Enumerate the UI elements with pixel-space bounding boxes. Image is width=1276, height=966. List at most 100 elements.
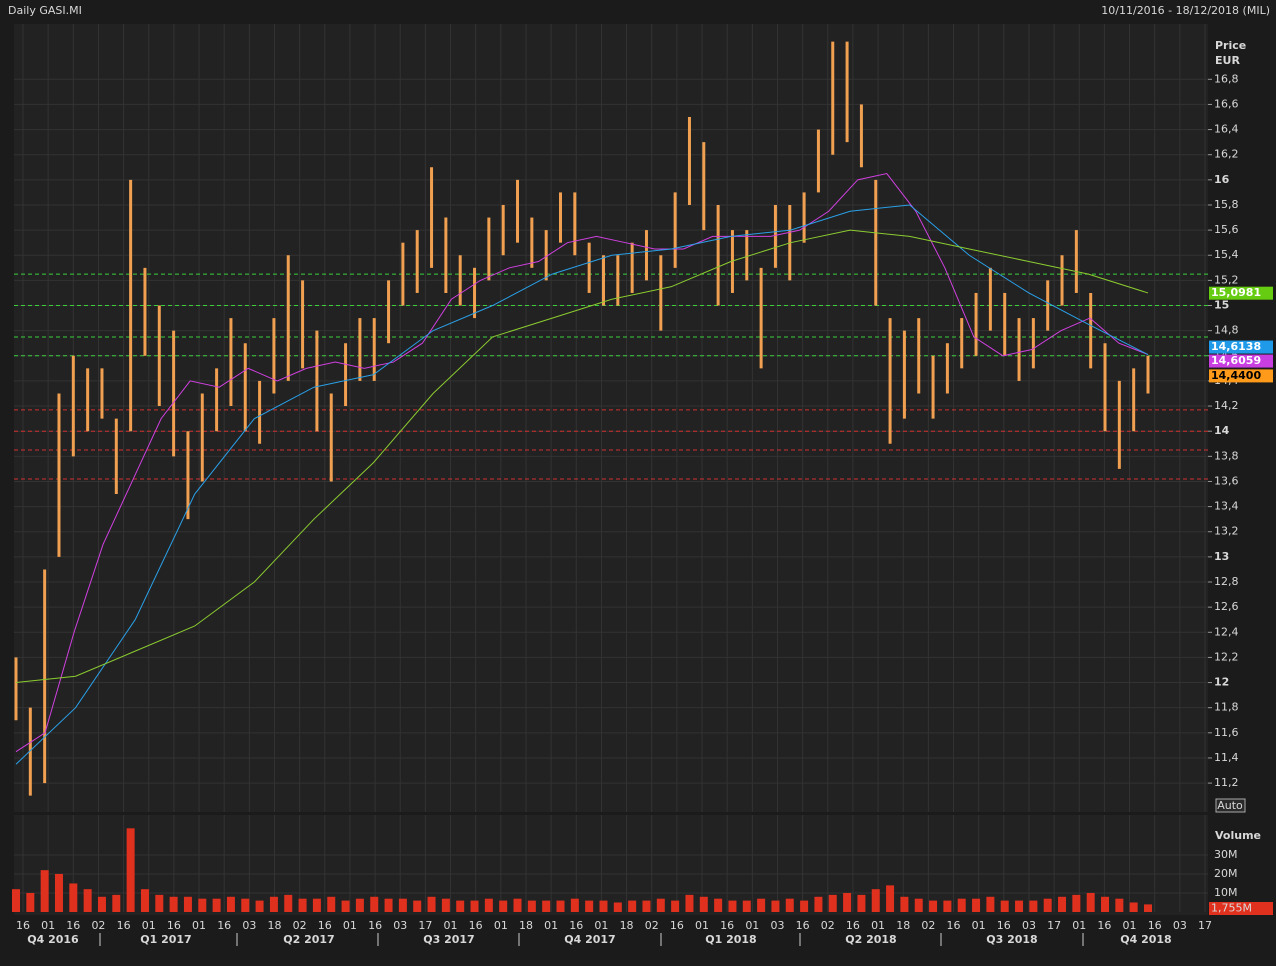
volume-bar (542, 900, 551, 912)
volume-bar (1072, 894, 1081, 912)
last-value-label: 14,6059 (1211, 354, 1261, 367)
volume-bar (871, 889, 880, 912)
y-tick-label: 13,2 (1214, 525, 1239, 538)
y-axis-label: Price (1215, 39, 1246, 52)
x-tick-label: 02 (91, 919, 105, 932)
quarter-label: Q4 2016 (27, 933, 79, 946)
volume-last-label: 1,755M (1211, 902, 1252, 915)
volume-bar (599, 900, 608, 912)
y-axis-unit: EUR (1215, 54, 1240, 67)
x-tick-label: 16 (846, 919, 860, 932)
volume-bar (914, 898, 923, 912)
y-tick-label: 15,8 (1214, 198, 1239, 211)
x-tick-label: 01 (594, 919, 608, 932)
x-tick-label: 16 (796, 919, 810, 932)
y-tick-label: 12,2 (1214, 650, 1239, 663)
last-value-label: 15,0981 (1211, 286, 1261, 299)
x-tick-label: 16 (569, 919, 583, 932)
volume-bar (714, 898, 723, 912)
volume-bar (570, 898, 579, 912)
quarter-label: Q1 2018 (705, 933, 756, 946)
auto-button[interactable] (1215, 798, 1246, 813)
x-tick-label: 18 (896, 919, 910, 932)
volume-bar (226, 896, 235, 912)
volume-bar (413, 900, 422, 912)
y-tick-label: 11,2 (1214, 776, 1239, 789)
y-tick-label: 15,2 (1214, 273, 1239, 286)
y-tick-label: 16,4 (1214, 123, 1239, 136)
volume-bar (341, 900, 350, 912)
volume-bar (814, 896, 823, 912)
y-tick-label: 15,6 (1214, 223, 1239, 236)
y-tick-label: 13,4 (1214, 500, 1239, 513)
y-tick-label: 15 (1214, 299, 1229, 312)
moving-average (15, 229, 1149, 684)
volume-bar (155, 894, 164, 912)
y-tick-label: 13,6 (1214, 474, 1239, 487)
y-tick-label: 13 (1214, 550, 1229, 563)
x-tick-label: 02 (293, 919, 307, 932)
y-tick-label: 16,6 (1214, 97, 1239, 110)
auto-button-label[interactable]: Auto (1217, 799, 1243, 812)
volume-bar (355, 898, 364, 912)
x-tick-label: 16 (1148, 919, 1162, 932)
y-tick-label: 16 (1214, 173, 1230, 186)
price-panel (14, 24, 1208, 812)
y-tick-label: 11,4 (1214, 751, 1239, 764)
x-tick-label: 01 (695, 919, 709, 932)
last-value-badge (1209, 286, 1273, 300)
quarter-label: Q4 2017 (564, 933, 615, 946)
volume-bar (241, 898, 250, 912)
volume-tick-label: 30M (1214, 848, 1238, 861)
x-tick-label: 16 (670, 919, 684, 932)
volume-bar (26, 892, 35, 912)
quarter-label: Q4 2018 (1120, 933, 1171, 946)
volume-tick-label: 20M (1214, 867, 1238, 880)
x-tick-label: 03 (770, 919, 784, 932)
y-tick-label: 14 (1214, 424, 1230, 437)
volume-bar (513, 898, 522, 912)
x-tick-label: 18 (519, 919, 533, 932)
x-tick-label: 03 (1173, 919, 1187, 932)
x-tick-label: 01 (142, 919, 156, 932)
volume-bar (427, 896, 436, 912)
volume-bar (12, 889, 20, 912)
volume-bar (97, 896, 106, 912)
volume-bar (929, 900, 938, 912)
volume-bar (1101, 896, 1110, 912)
volume-bar (742, 900, 751, 912)
x-tick-label: 16 (117, 919, 131, 932)
x-tick-label: 16 (318, 919, 332, 932)
volume-bar (828, 894, 837, 912)
quarter-label: Q3 2017 (423, 933, 474, 946)
volume-bar (212, 898, 221, 912)
volume-bar (685, 894, 694, 912)
volume-bar (499, 900, 508, 912)
moving-average (15, 173, 1149, 753)
y-tick-label: 15,4 (1214, 248, 1239, 261)
volume-bar (1115, 898, 1124, 912)
x-tick-label: 01 (444, 919, 458, 932)
volume-bar (699, 896, 708, 912)
x-tick-label: 18 (620, 919, 634, 932)
volume-bar (312, 898, 321, 912)
volume-last-badge (1209, 902, 1273, 915)
volume-tick-label: 10M (1214, 886, 1238, 899)
volume-bar (112, 894, 121, 912)
volume-bar (1043, 898, 1052, 912)
x-tick-label: 16 (997, 919, 1011, 932)
date-range: 10/11/2016 - 18/12/2018 (MIL) (1101, 4, 1270, 17)
x-tick-label: 02 (921, 919, 935, 932)
volume-bar (843, 892, 852, 912)
volume-bar (1015, 900, 1024, 912)
volume-bar (957, 898, 966, 912)
y-tick-label: 16,8 (1214, 72, 1239, 85)
x-tick-label: 01 (871, 919, 885, 932)
x-tick-label: 16 (167, 919, 181, 932)
x-tick-label: 01 (1123, 919, 1137, 932)
volume-bar (943, 900, 952, 912)
volume-bar (198, 898, 207, 912)
volume-bar (1086, 892, 1095, 912)
volume-bar (298, 898, 307, 912)
